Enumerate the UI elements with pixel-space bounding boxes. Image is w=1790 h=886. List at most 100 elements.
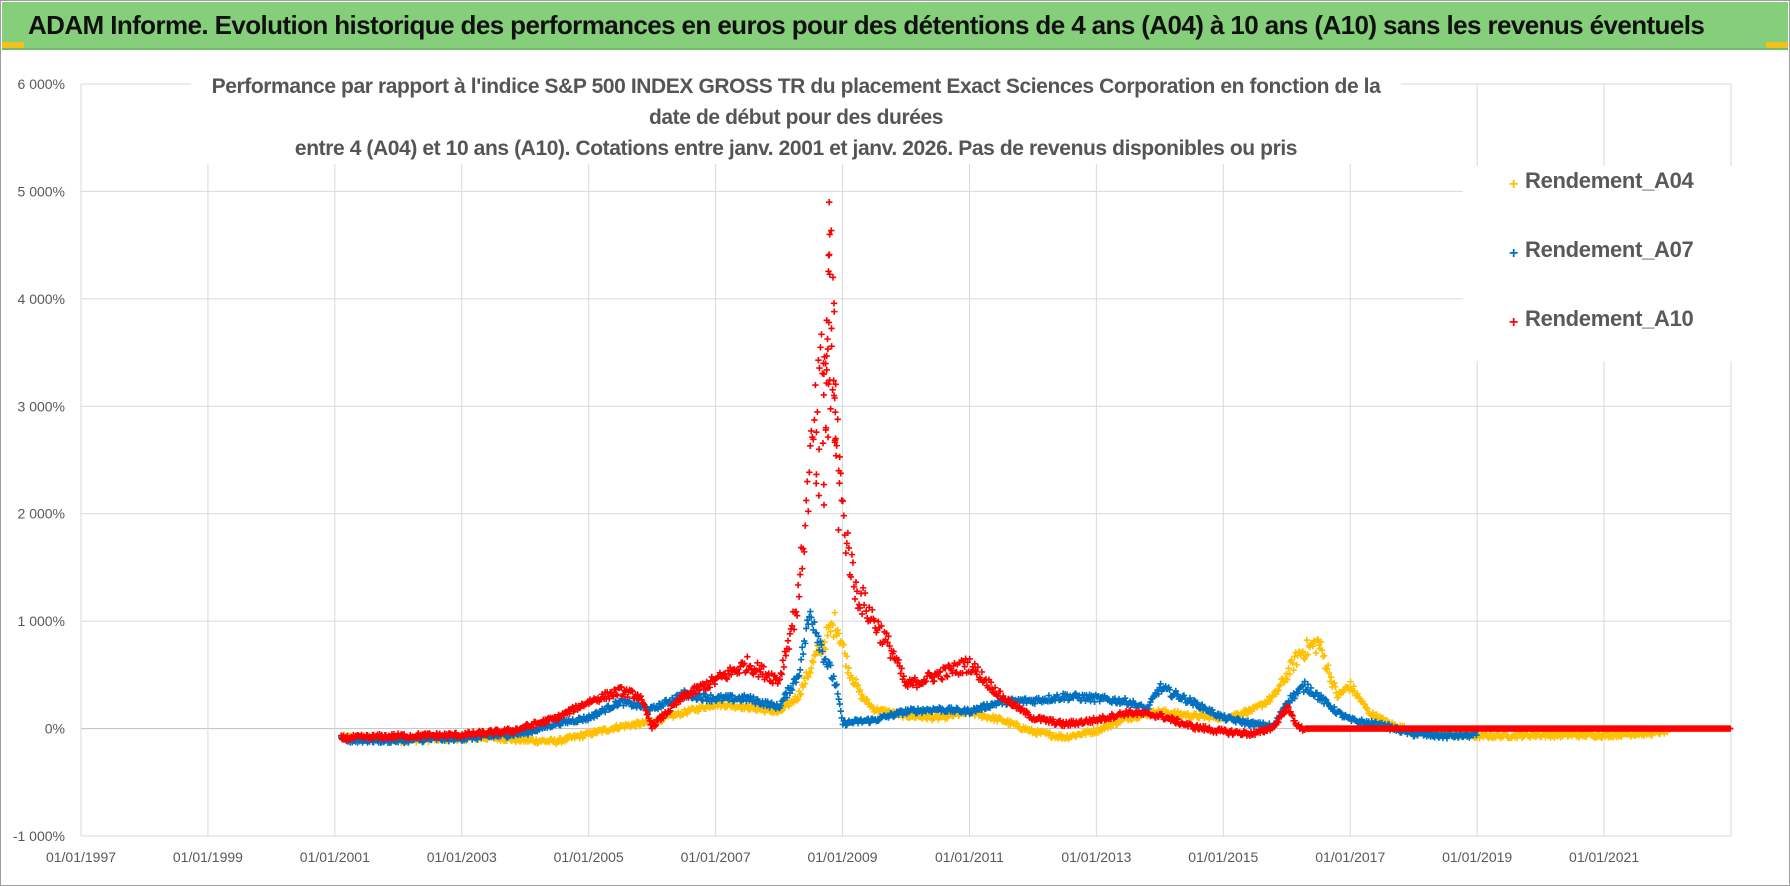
point-a10 xyxy=(848,551,856,558)
point-a07 xyxy=(837,708,844,715)
point-a04 xyxy=(1324,662,1332,669)
point-a10 xyxy=(1289,712,1296,719)
point-a10 xyxy=(836,453,843,461)
point-a10 xyxy=(628,687,635,694)
point-a04 xyxy=(827,628,834,635)
point-a10 xyxy=(895,656,902,664)
point-a10 xyxy=(839,497,846,505)
point-a04 xyxy=(1575,734,1583,741)
point-a07 xyxy=(474,736,481,743)
point-a07 xyxy=(811,618,818,626)
point-a10 xyxy=(830,392,838,399)
point-a10 xyxy=(829,274,837,281)
point-a04 xyxy=(1350,682,1357,690)
point-a07 xyxy=(736,693,743,701)
point-a10 xyxy=(978,668,986,676)
point-a10 xyxy=(845,544,853,552)
point-a10 xyxy=(887,654,894,662)
point-a10 xyxy=(869,606,876,614)
point-a10 xyxy=(878,622,885,630)
point-a10 xyxy=(720,670,728,677)
point-a07 xyxy=(1246,722,1254,729)
legend-marker-a04: + xyxy=(1509,176,1519,193)
point-a10 xyxy=(875,618,882,625)
point-a04 xyxy=(1502,731,1510,738)
chart-title-line-2: entre 4 (A04) et 10 ans (A10). Cotations… xyxy=(294,137,1298,160)
legend-item-a07: Rendement_A07 xyxy=(1525,237,1694,262)
point-a10 xyxy=(806,469,813,476)
point-a07 xyxy=(794,673,802,681)
point-a07 xyxy=(1299,682,1306,689)
point-a07 xyxy=(1304,681,1312,688)
point-a07 xyxy=(1313,689,1321,696)
point-a04 xyxy=(1248,708,1256,715)
point-a10 xyxy=(484,731,491,738)
point-a07 xyxy=(1174,691,1182,698)
point-a10 xyxy=(858,610,866,618)
point-a10 xyxy=(802,522,809,529)
point-a10 xyxy=(861,589,869,597)
point-a10 xyxy=(727,671,735,678)
x-tick-label: 01/01/2007 xyxy=(681,849,751,865)
point-a10 xyxy=(804,478,811,485)
point-a04 xyxy=(598,729,606,736)
point-a04 xyxy=(805,673,812,681)
point-a04 xyxy=(834,626,841,634)
point-a04 xyxy=(1315,642,1323,649)
point-a04 xyxy=(831,609,838,616)
point-a10 xyxy=(1126,706,1134,714)
point-a07 xyxy=(807,608,814,615)
point-a10 xyxy=(624,693,631,701)
legend-marker-a07: + xyxy=(1509,245,1519,262)
point-a04 xyxy=(1013,719,1020,727)
point-a04 xyxy=(785,703,793,710)
y-tick-label: 3 000% xyxy=(18,398,65,414)
point-a04 xyxy=(843,653,851,660)
point-a07 xyxy=(792,679,800,686)
point-a10 xyxy=(776,675,784,683)
point-a07 xyxy=(1473,731,1480,739)
point-a04 xyxy=(845,664,853,672)
point-a04 xyxy=(801,675,808,682)
point-a04 xyxy=(1267,698,1274,705)
point-a04 xyxy=(589,731,597,738)
point-a10 xyxy=(801,548,808,556)
point-a07 xyxy=(1325,702,1333,709)
point-a10 xyxy=(788,622,796,630)
point-a07 xyxy=(813,629,820,637)
x-tick-label: 01/01/2011 xyxy=(935,849,1004,865)
point-a04 xyxy=(812,651,819,658)
x-tick-label: 01/01/1999 xyxy=(173,849,243,865)
point-a04 xyxy=(1319,653,1327,660)
point-a04 xyxy=(1107,724,1115,731)
point-a04 xyxy=(1303,637,1311,644)
point-a10 xyxy=(860,601,868,609)
point-a04 xyxy=(1318,647,1326,654)
point-a07 xyxy=(1096,698,1103,705)
point-a10 xyxy=(811,416,818,424)
legend: + Rendement_A04 + Rendement_A07 + Rendem… xyxy=(1463,166,1733,361)
point-a07 xyxy=(788,686,796,694)
point-a10 xyxy=(1727,725,1734,732)
point-a10 xyxy=(784,637,792,645)
point-a10 xyxy=(1193,721,1201,729)
point-a07 xyxy=(799,650,807,658)
point-a04 xyxy=(1301,655,1308,663)
point-a04 xyxy=(1335,693,1342,701)
point-a07 xyxy=(1180,692,1188,699)
x-tick-label: 01/01/2005 xyxy=(554,849,624,865)
point-a10 xyxy=(747,662,754,670)
point-a04 xyxy=(1364,705,1371,713)
point-a04 xyxy=(1361,701,1368,708)
point-a10 xyxy=(642,707,650,714)
point-a10 xyxy=(939,676,946,683)
point-a04 xyxy=(830,633,837,641)
point-a07 xyxy=(789,680,797,687)
point-a04 xyxy=(1293,661,1300,669)
point-a10 xyxy=(665,708,673,716)
point-a07 xyxy=(1186,694,1194,702)
title-banner: ADAM Informe. Evolution historique des p… xyxy=(2,2,1788,50)
point-a10 xyxy=(886,642,893,650)
x-tick-label: 01/01/2009 xyxy=(807,849,877,865)
